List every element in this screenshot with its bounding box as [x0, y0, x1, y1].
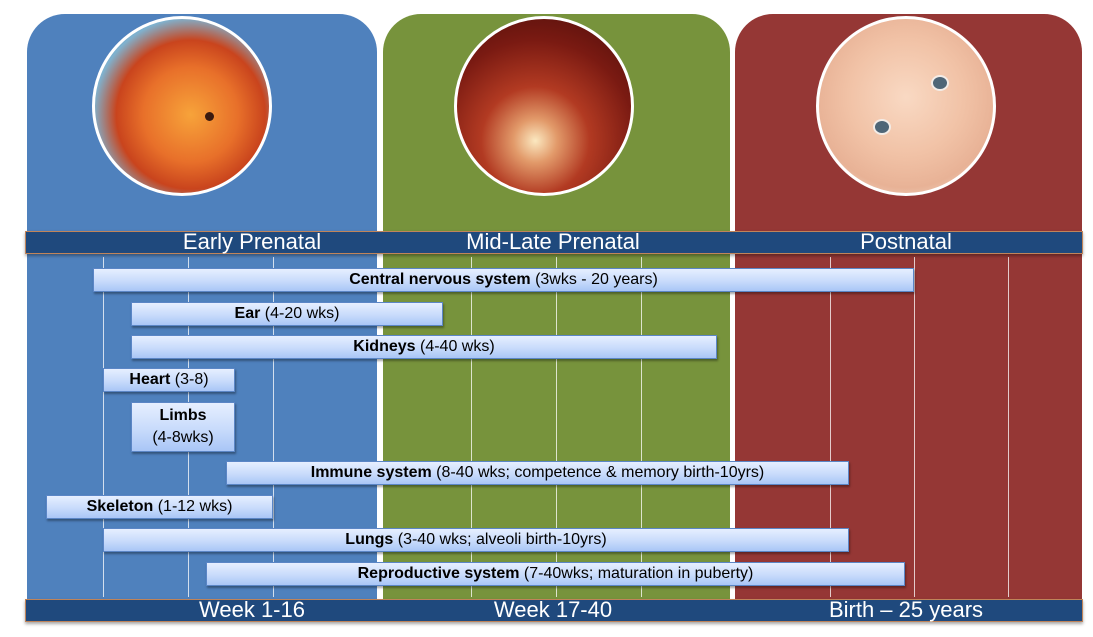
baby-eye-icon — [931, 75, 949, 91]
stage-label-early-prenatal: Early Prenatal — [182, 229, 322, 254]
bar-heart: Heart (3-8) — [103, 368, 235, 392]
organ-range: (3-40 wks; alveoli birth-10yrs) — [397, 531, 607, 548]
gridline — [471, 257, 472, 597]
organ-range: (1-12 wks) — [157, 498, 233, 515]
stage-label-mid-late-prenatal: Mid-Late Prenatal — [466, 229, 640, 254]
organ-name: Reproductive system — [357, 565, 520, 582]
bar-kidneys: Kidneys (4-40 wks) — [131, 335, 717, 359]
period-footer-band: Week 1-16 Week 17-40 Birth – 25 years — [25, 597, 1083, 622]
organ-range: (8-40 wks; competence & memory birth-10y… — [436, 464, 765, 481]
organ-name: Ear — [234, 305, 261, 322]
baby-eye-icon — [873, 119, 891, 135]
baby-photo — [816, 16, 996, 196]
organ-name: Skeleton — [86, 498, 154, 515]
gridline — [641, 257, 642, 597]
embryo-eye-icon — [205, 112, 214, 121]
period-label-mid-late: Week 17-40 — [493, 597, 613, 622]
bar-skeleton: Skeleton (1-12 wks) — [46, 495, 273, 519]
period-label-postnatal: Birth – 25 years — [828, 597, 984, 622]
organ-name: Limbs — [159, 407, 207, 424]
gridline — [830, 257, 831, 597]
organ-range: (7-40wks; maturation in puberty) — [523, 565, 754, 582]
bar-ear: Ear (4-20 wks) — [131, 302, 443, 326]
stage-header-band: Early Prenatal Mid-Late Prenatal Postnat… — [25, 229, 1083, 254]
organ-range: (4-20 wks) — [264, 305, 340, 322]
gridline — [556, 257, 557, 597]
organ-name: Lungs — [345, 531, 394, 548]
organ-range: (4-8wks) — [152, 429, 214, 446]
fetus-photo — [454, 16, 634, 196]
period-label-early: Week 1-16 — [199, 597, 305, 622]
bar-reproductive-system: Reproductive system (7-40wks; maturation… — [206, 562, 905, 586]
bar-lungs: Lungs (3-40 wks; alveoli birth-10yrs) — [103, 528, 849, 552]
gridline — [1008, 257, 1009, 597]
bar-immune-system: Immune system (8-40 wks; competence & me… — [226, 461, 849, 485]
organ-name: Heart — [129, 371, 171, 388]
gridline — [914, 257, 915, 597]
gridline — [273, 257, 274, 597]
organ-name: Central nervous system — [349, 271, 531, 288]
organ-range: (4-40 wks) — [420, 338, 495, 355]
organ-range: (3-8) — [174, 371, 209, 388]
organ-name: Kidneys — [353, 338, 416, 355]
organ-name: Immune system — [310, 464, 432, 481]
stage-label-postnatal: Postnatal — [860, 229, 952, 254]
gridline — [103, 257, 104, 597]
organ-range: (3wks - 20 years) — [535, 271, 658, 288]
bar-limbs: Limbs (4-8wks) — [131, 402, 235, 452]
bar-central-nervous-system: Central nervous system (3wks - 20 years) — [93, 268, 914, 292]
embryo-photo — [92, 16, 272, 196]
